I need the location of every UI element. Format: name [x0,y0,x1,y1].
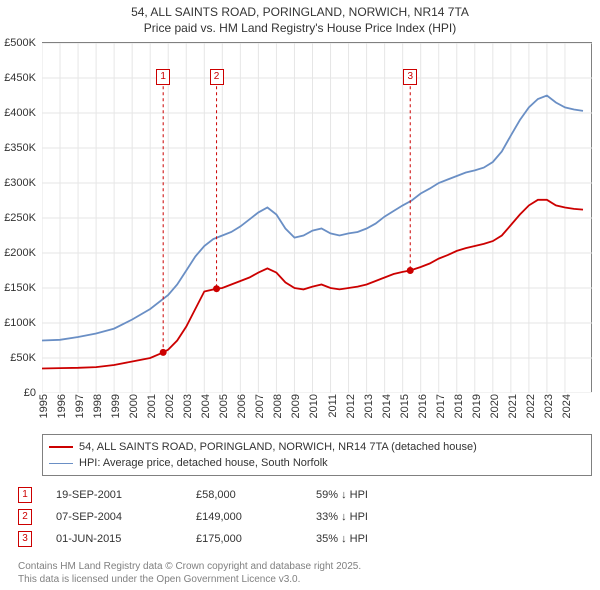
y-tick-label: £400K [0,107,40,119]
x-tick-label: 2010 [308,394,320,418]
transaction-hpi-delta: 59% ↓ HPI [316,489,436,501]
chart-grid [42,43,592,393]
transaction-row: 1 19-SEP-2001£58,00059% ↓ HPI [18,484,592,506]
legend-label-hpi: HPI: Average price, detached house, Sout… [79,457,328,469]
transaction-row: 2 07-SEP-2004£149,00033% ↓ HPI [18,506,592,528]
x-tick-label: 2013 [363,394,375,418]
y-tick-label: £0 [0,387,40,399]
y-tick-label: £250K [0,212,40,224]
x-tick-label: 2005 [218,394,230,418]
x-tick-label: 2000 [128,394,140,418]
x-tick-label: 2023 [543,394,555,418]
y-tick-label: £50K [0,352,40,364]
x-tick-label: 2008 [272,394,284,418]
attribution-footer: Contains HM Land Registry data © Crown c… [18,560,592,586]
x-tick-label: 2019 [471,394,483,418]
chart-legend: 54, ALL SAINTS ROAD, PORINGLAND, NORWICH… [42,434,592,476]
title-block: 54, ALL SAINTS ROAD, PORINGLAND, NORWICH… [0,0,600,36]
x-tick-label: 1995 [38,394,50,418]
legend-swatch-property [49,446,73,448]
transaction-hpi-delta: 33% ↓ HPI [316,511,436,523]
x-tick-label: 2009 [290,394,302,418]
legend-item-hpi: HPI: Average price, detached house, Sout… [49,455,585,471]
x-tick-label: 2006 [236,394,248,418]
footer-line-2: This data is licensed under the Open Gov… [18,573,592,586]
x-tick-label: 2002 [164,394,176,418]
y-tick-label: £300K [0,177,40,189]
transaction-date: 01-JUN-2015 [56,533,196,545]
transaction-date: 07-SEP-2004 [56,511,196,523]
x-tick-label: 2003 [182,394,194,418]
chart-marker-points [160,87,414,357]
marker-point-1 [160,349,167,356]
x-tick-label: 1997 [74,394,86,418]
chart-container: 54, ALL SAINTS ROAD, PORINGLAND, NORWICH… [0,0,600,590]
transactions-table: 1 19-SEP-2001£58,00059% ↓ HPI 2 07-SEP-2004… [18,484,592,550]
marker-label-3: 3 [403,69,417,85]
chart-svg [42,43,592,393]
x-tick-label: 2021 [507,394,519,418]
x-tick-label: 2011 [327,394,339,418]
marker-label-2: 2 [210,69,224,85]
y-tick-label: £500K [0,37,40,49]
y-tick-label: £200K [0,247,40,259]
x-tick-label: 2004 [200,394,212,418]
x-axis-labels: 1995199619971998199920002001200220032004… [42,392,592,428]
transaction-marker: 3 [18,531,32,547]
legend-label-property: 54, ALL SAINTS ROAD, PORINGLAND, NORWICH… [79,441,477,453]
marker-label-1: 1 [156,69,170,85]
x-tick-label: 2001 [146,394,158,418]
x-tick-label: 2012 [345,394,357,418]
x-tick-label: 2007 [254,394,266,418]
x-tick-label: 2016 [417,394,429,418]
title-line-2: Price paid vs. HM Land Registry's House … [0,20,600,36]
marker-point-2 [213,286,220,293]
y-tick-label: £150K [0,282,40,294]
x-tick-label: 2015 [399,394,411,418]
x-tick-label: 2018 [453,394,465,418]
y-tick-label: £100K [0,317,40,329]
legend-swatch-hpi [49,463,73,464]
transaction-row: 3 01-JUN-2015£175,00035% ↓ HPI [18,528,592,550]
y-tick-label: £450K [0,72,40,84]
x-tick-label: 2017 [435,394,447,418]
footer-line-1: Contains HM Land Registry data © Crown c… [18,560,592,573]
x-tick-label: 2024 [561,394,573,418]
transaction-price: £149,000 [196,511,316,523]
x-tick-label: 1996 [56,394,68,418]
x-tick-label: 2014 [381,394,393,418]
transaction-date: 19-SEP-2001 [56,489,196,501]
x-tick-label: 2022 [525,394,537,418]
transaction-marker: 2 [18,509,32,525]
y-tick-label: £350K [0,142,40,154]
x-tick-label: 1999 [110,394,122,418]
title-line-1: 54, ALL SAINTS ROAD, PORINGLAND, NORWICH… [0,4,600,20]
transaction-price: £175,000 [196,533,316,545]
transaction-price: £58,000 [196,489,316,501]
transaction-hpi-delta: 35% ↓ HPI [316,533,436,545]
marker-point-3 [407,267,414,274]
chart-plot-area: £0£50K£100K£150K£200K£250K£300K£350K£400… [42,42,592,392]
transaction-marker: 1 [18,487,32,503]
legend-item-property: 54, ALL SAINTS ROAD, PORINGLAND, NORWICH… [49,439,585,455]
x-tick-label: 1998 [92,394,104,418]
x-tick-label: 2020 [489,394,501,418]
